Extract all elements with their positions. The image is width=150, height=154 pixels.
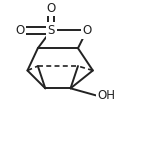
Text: O: O (15, 24, 25, 37)
Text: O: O (47, 2, 56, 15)
Text: S: S (48, 24, 55, 37)
Text: O: O (82, 24, 92, 37)
Text: OH: OH (97, 89, 115, 102)
